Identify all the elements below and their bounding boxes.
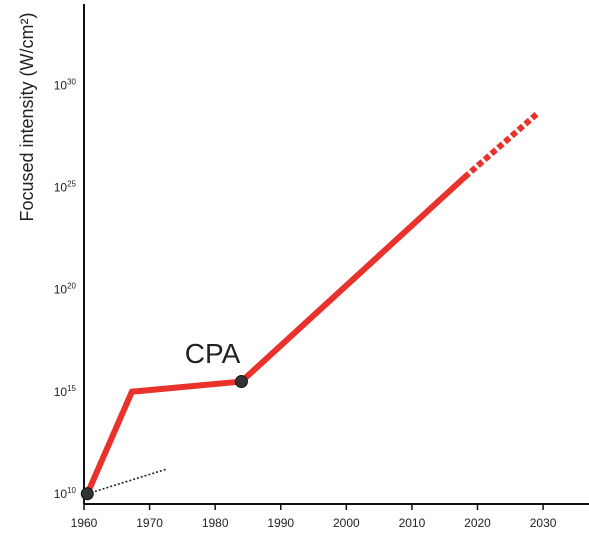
x-tick-label: 2030 bbox=[530, 516, 557, 530]
y-axis-label: Focused intensity (W/cm²) bbox=[17, 12, 37, 221]
series-line-dotted bbox=[87, 468, 167, 495]
x-tick-label: 1960 bbox=[71, 516, 98, 530]
ticks: 1960 1970 1980 1990 2000 2010 2020 203010101015… bbox=[54, 78, 557, 530]
y-tick-base: 10 bbox=[54, 181, 68, 195]
annotation-label: CPA bbox=[185, 338, 241, 369]
y-tick-label: 1030 bbox=[54, 78, 77, 93]
y-tick-base: 10 bbox=[54, 385, 68, 399]
series-line-projection bbox=[462, 111, 539, 180]
y-tick-base: 10 bbox=[54, 487, 68, 501]
data-point-marker bbox=[234, 375, 248, 389]
y-tick-base: 10 bbox=[54, 283, 68, 297]
markers bbox=[80, 375, 248, 501]
data-point-marker bbox=[80, 487, 94, 501]
x-tick-label: 1970 bbox=[136, 516, 163, 530]
y-tick-label: 1015 bbox=[54, 384, 77, 399]
x-tick-label: 1990 bbox=[267, 516, 294, 530]
y-tick-label: 1025 bbox=[54, 180, 77, 195]
y-tick-label: 1010 bbox=[54, 486, 77, 501]
y-tick-base: 10 bbox=[54, 79, 68, 93]
series-line-early bbox=[84, 378, 242, 496]
y-tick-label: 1020 bbox=[54, 282, 77, 297]
series bbox=[84, 111, 539, 496]
y-tick-exponent: 30 bbox=[67, 78, 76, 87]
series-line-growth bbox=[239, 175, 467, 384]
x-tick-label: 2010 bbox=[399, 516, 426, 530]
axes bbox=[83, 4, 589, 505]
x-tick-label: 2020 bbox=[464, 516, 491, 530]
x-tick-label: 1980 bbox=[202, 516, 229, 530]
x-tick-label: 2000 bbox=[333, 516, 360, 530]
y-tick-exponent: 25 bbox=[67, 180, 76, 189]
y-tick-exponent: 15 bbox=[67, 384, 76, 393]
y-tick-exponent: 20 bbox=[67, 282, 76, 291]
y-tick-exponent: 10 bbox=[67, 486, 76, 495]
labels: Focused intensity (W/cm²) CPA bbox=[17, 12, 241, 369]
